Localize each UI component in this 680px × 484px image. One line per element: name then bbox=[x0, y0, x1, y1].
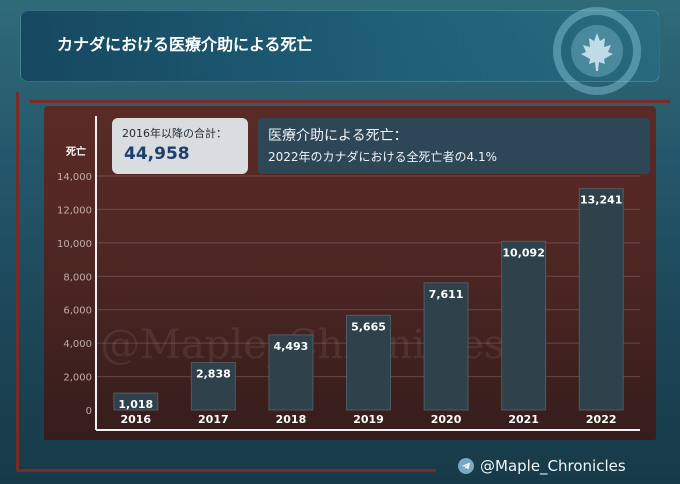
x-tick-label: 2019 bbox=[353, 413, 384, 426]
bar bbox=[501, 240, 547, 411]
y-tick-label: 0 bbox=[86, 406, 92, 417]
total-label: 2016年以降の合計： bbox=[122, 127, 227, 140]
note-box: 医療介助による死亡： 2022年のカナダにおける全死亡者の4.1% bbox=[258, 118, 650, 174]
bar-value-label: 2,838 bbox=[196, 368, 231, 381]
y-tick-label: 12,000 bbox=[57, 205, 92, 216]
y-tick-label: 8,000 bbox=[63, 272, 92, 283]
frame-accent-top bbox=[30, 100, 670, 103]
y-tick-label: 6,000 bbox=[63, 306, 92, 317]
y-tick-label: 14,000 bbox=[57, 172, 92, 183]
total-value: 44,958 bbox=[124, 144, 190, 164]
x-tick-label: 2022 bbox=[586, 413, 617, 426]
bar-value-label: 10,092 bbox=[502, 246, 544, 259]
bar bbox=[578, 188, 624, 411]
bar-value-label: 7,611 bbox=[429, 288, 464, 301]
bar bbox=[190, 362, 236, 411]
y-tick-label: 10,000 bbox=[57, 239, 92, 250]
bar bbox=[113, 392, 159, 411]
bar-value-label: 4,493 bbox=[274, 340, 309, 353]
bar bbox=[346, 314, 391, 411]
bar-value-label: 5,665 bbox=[351, 320, 386, 333]
bar bbox=[423, 282, 469, 411]
y-tick-label: 2,000 bbox=[63, 373, 92, 384]
y-axis-label: 死亡 bbox=[66, 145, 86, 158]
header-banner: カナダにおける医療介助による死亡 bbox=[20, 7, 660, 95]
frame-accent-left bbox=[16, 92, 19, 472]
x-tick-label: 2018 bbox=[276, 413, 307, 426]
bar-value-label: 1,018 bbox=[118, 398, 153, 411]
total-summary-box: 2016年以降の合計： 44,958 bbox=[112, 118, 248, 174]
x-tick-label: 2017 bbox=[198, 413, 229, 426]
note-line-1: 医療介助による死亡： bbox=[268, 128, 408, 144]
bar-value-label: 13,241 bbox=[580, 194, 622, 207]
x-tick-label: 2016 bbox=[120, 413, 151, 426]
maple-leaf-icon bbox=[553, 7, 641, 95]
frame-accent-bottom bbox=[16, 469, 436, 472]
bar bbox=[268, 334, 314, 411]
y-tick-label: 4,000 bbox=[63, 339, 92, 350]
footer: @Maple_Chronicles bbox=[458, 455, 626, 477]
page-title: カナダにおける医療介助による死亡 bbox=[57, 35, 313, 54]
footer-handle[interactable]: @Maple_Chronicles bbox=[480, 457, 626, 475]
x-tick-label: 2021 bbox=[508, 413, 539, 426]
telegram-icon[interactable] bbox=[458, 458, 474, 474]
note-line-2: 2022年のカナダにおける全死亡者の4.1% bbox=[268, 150, 498, 164]
x-tick-label: 2020 bbox=[431, 413, 462, 426]
